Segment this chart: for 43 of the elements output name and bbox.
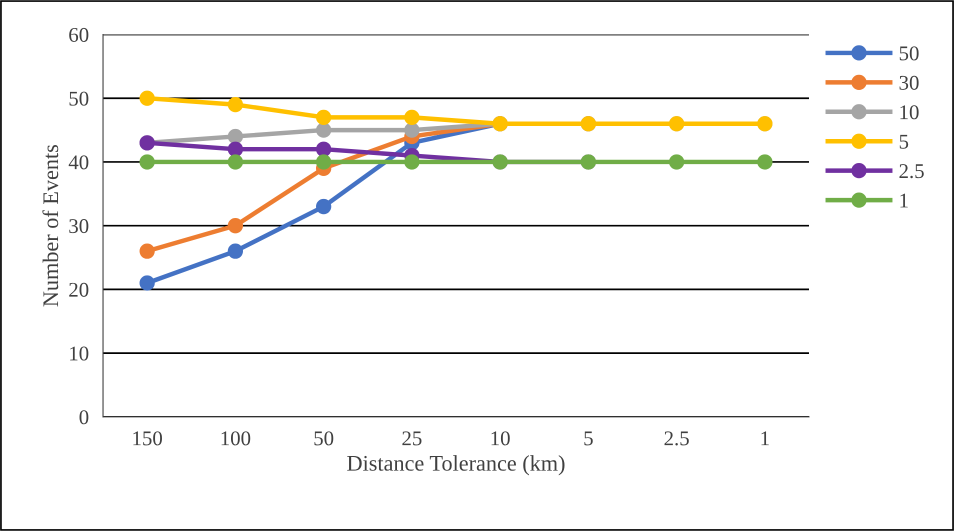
y-tick-label: 60 bbox=[69, 28, 88, 42]
point bbox=[316, 110, 332, 125]
point bbox=[316, 122, 332, 138]
point bbox=[228, 128, 244, 144]
legend-label: 50 bbox=[900, 46, 919, 60]
point bbox=[140, 90, 155, 106]
x-axis-title: Distance Tolerance (km) bbox=[347, 455, 564, 476]
x-tick-label: 100 bbox=[222, 431, 250, 446]
legend-label: 1 bbox=[900, 194, 908, 208]
y-tick-label: 30 bbox=[69, 219, 88, 234]
point bbox=[668, 154, 684, 170]
point bbox=[140, 244, 155, 259]
y-tick-label: 20 bbox=[69, 282, 88, 297]
point bbox=[228, 96, 244, 112]
legend-label: 10 bbox=[900, 105, 919, 120]
legend-label: 2.5 bbox=[899, 164, 924, 178]
point bbox=[228, 218, 244, 234]
x-tick-label: 5 bbox=[584, 432, 593, 446]
y-tick-label: 10 bbox=[70, 346, 88, 361]
y-tick-label: 0 bbox=[80, 410, 88, 424]
x-tick-label: 10 bbox=[492, 431, 510, 446]
legend-label: 5 bbox=[900, 134, 908, 149]
point bbox=[404, 122, 420, 138]
point bbox=[404, 154, 420, 170]
point bbox=[140, 154, 155, 170]
x-tick-label: 25 bbox=[402, 431, 422, 446]
point bbox=[140, 275, 155, 291]
y-tick-label: 50 bbox=[70, 92, 88, 106]
legend-label: 30 bbox=[900, 76, 919, 90]
x-tick-label: 150 bbox=[133, 431, 162, 446]
x-tick-label: 50 bbox=[314, 431, 334, 446]
point bbox=[757, 154, 773, 170]
x-tick-label: 2.5 bbox=[664, 431, 689, 446]
point bbox=[404, 110, 420, 125]
x-tick-label: 1 bbox=[761, 431, 769, 446]
point bbox=[228, 244, 244, 259]
y-axis-title: Number of Events bbox=[42, 145, 58, 306]
point bbox=[316, 198, 332, 214]
point bbox=[316, 154, 332, 170]
y-tick-label: 40 bbox=[68, 155, 88, 170]
point bbox=[316, 142, 332, 157]
point bbox=[228, 154, 244, 170]
point bbox=[228, 142, 244, 157]
